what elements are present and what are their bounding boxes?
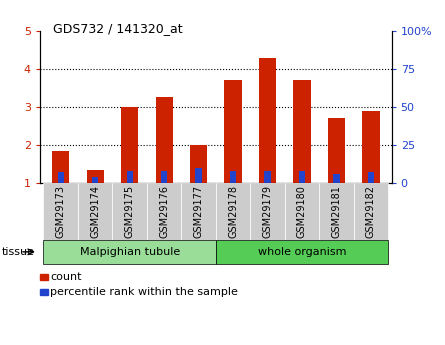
Bar: [52, 151, 69, 183]
Text: GSM29178: GSM29178: [228, 185, 238, 238]
Text: GDS732 / 141320_at: GDS732 / 141320_at: [53, 22, 183, 36]
Text: GSM29182: GSM29182: [366, 185, 376, 238]
Bar: [195, 168, 202, 183]
Text: GSM29176: GSM29176: [159, 185, 169, 238]
Text: percentile rank within the sample: percentile rank within the sample: [50, 287, 238, 297]
Text: Malpighian tubule: Malpighian tubule: [80, 247, 180, 257]
Bar: [328, 118, 345, 183]
Bar: [230, 171, 236, 183]
Text: GSM29173: GSM29173: [56, 185, 66, 238]
Text: GSM29179: GSM29179: [263, 185, 272, 238]
Text: GSM29180: GSM29180: [297, 185, 307, 238]
Text: whole organism: whole organism: [258, 247, 346, 257]
Bar: [161, 171, 167, 183]
Text: GSM29177: GSM29177: [194, 185, 204, 238]
Text: count: count: [50, 273, 82, 282]
Bar: [92, 177, 98, 183]
Bar: [58, 172, 64, 183]
Bar: [87, 170, 104, 183]
Text: GSM29174: GSM29174: [90, 185, 100, 238]
Text: GSM29181: GSM29181: [332, 185, 341, 238]
Bar: [362, 111, 380, 183]
Bar: [333, 174, 340, 183]
Bar: [264, 171, 271, 183]
Bar: [368, 172, 374, 183]
Bar: [259, 58, 276, 183]
Bar: [155, 98, 173, 183]
Text: GSM29175: GSM29175: [125, 185, 135, 238]
Bar: [293, 80, 311, 183]
Bar: [224, 80, 242, 183]
Bar: [121, 107, 138, 183]
Text: tissue: tissue: [2, 247, 35, 257]
Bar: [126, 171, 133, 183]
Bar: [190, 145, 207, 183]
Bar: [299, 171, 305, 183]
